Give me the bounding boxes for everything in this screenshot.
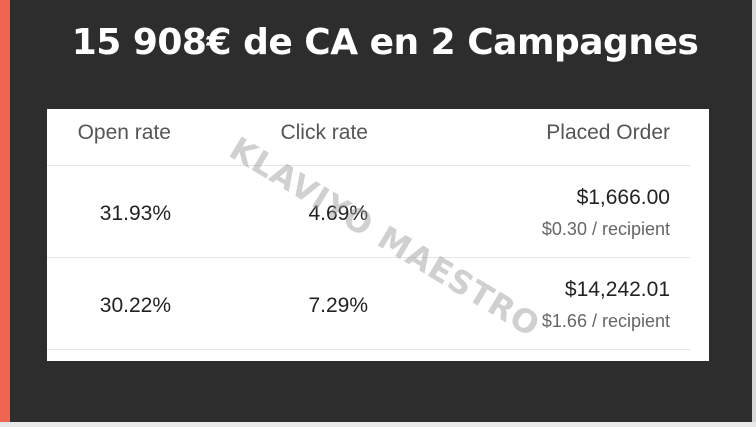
click-rate-value: 4.69%: [308, 202, 368, 225]
header-placed-order: Placed Order: [546, 121, 670, 144]
header-open-rate: Open rate: [77, 121, 171, 144]
divider: [47, 165, 690, 166]
page-title: 15 908€ de CA en 2 Campagnes: [71, 22, 699, 63]
placed-order-value: $14,242.01: [564, 278, 670, 301]
stats-table: Open rate Click rate Placed Order 31.93%…: [47, 109, 709, 361]
divider: [47, 349, 690, 350]
accent-bar: [0, 0, 10, 422]
divider: [47, 257, 690, 258]
per-recipient-value: $0.30 / recipient: [541, 219, 670, 239]
placed-order-value: $1,666.00: [576, 186, 670, 209]
open-rate-value: 30.22%: [99, 294, 171, 317]
header-click-rate: Click rate: [280, 121, 368, 144]
bottom-edge: [0, 422, 756, 427]
open-rate-value: 31.93%: [99, 202, 171, 225]
click-rate-value: 7.29%: [308, 294, 368, 317]
per-recipient-value: $1.66 / recipient: [541, 311, 670, 331]
right-edge: [752, 0, 756, 427]
